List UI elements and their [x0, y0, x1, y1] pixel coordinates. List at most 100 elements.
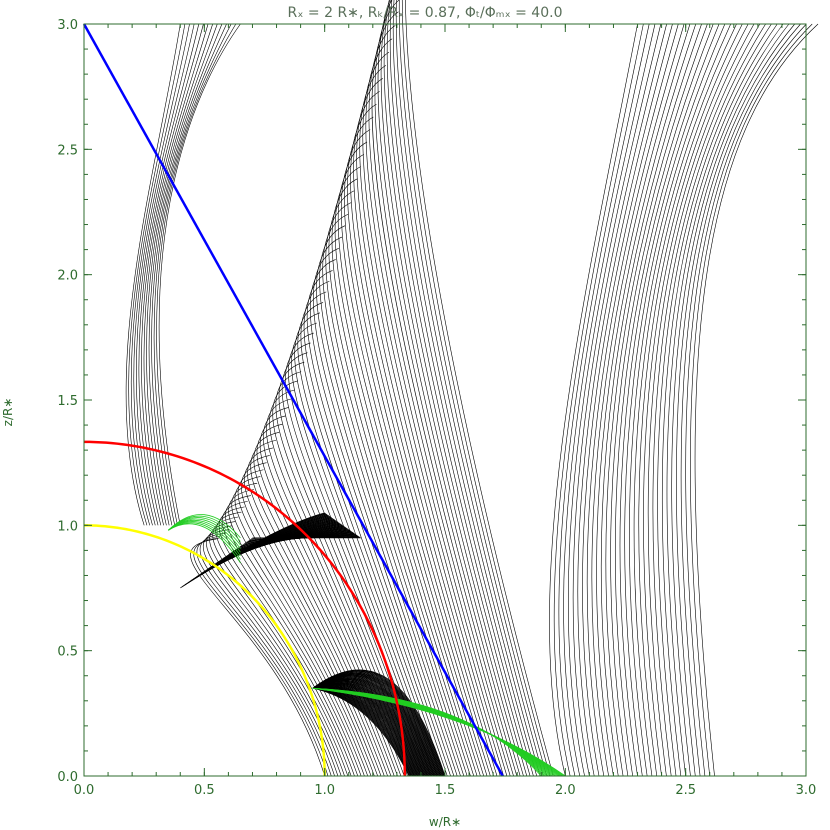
open-field-line	[633, 23, 743, 777]
funnel-line	[312, 685, 424, 777]
field-line	[331, 178, 475, 777]
field-line	[374, 0, 521, 777]
field-line	[297, 302, 438, 777]
polar-field-line	[138, 23, 204, 526]
field-line	[371, 11, 518, 777]
funnel-line	[312, 681, 431, 777]
field-lines	[125, 0, 819, 777]
open-field-line	[615, 23, 720, 777]
open-field-line	[624, 23, 731, 777]
axis-ticks: 0.0 0.5 1.0 1.5 2.0 2.5 3.0 0.0 0.5 1.0 1.5 2.0 2.5 3…	[57, 18, 816, 798]
open-field-line	[652, 23, 766, 777]
funnel-line	[312, 687, 420, 777]
open-field-line	[605, 23, 708, 777]
field-line	[398, 0, 547, 777]
open-field-line	[610, 23, 714, 777]
x-tick-label: 2.5	[675, 783, 696, 798]
polar-field-line	[141, 23, 209, 526]
funnel-line	[312, 680, 432, 777]
funnel-line	[312, 687, 412, 777]
open-field-line	[666, 23, 784, 777]
field-line	[203, 529, 339, 777]
field-line	[334, 166, 478, 777]
funnel-line	[312, 687, 418, 777]
open-field-line	[680, 23, 801, 777]
open-field-line	[582, 23, 679, 777]
field-line	[190, 538, 325, 777]
field-line	[344, 129, 488, 777]
open-field-line	[553, 23, 644, 777]
field-line	[337, 154, 481, 777]
field-line	[209, 521, 345, 777]
dense-field-region	[180, 512, 446, 777]
open-field-line	[638, 23, 749, 777]
open-field-line	[661, 23, 778, 777]
field-line	[281, 352, 422, 777]
polar-field-line	[148, 23, 223, 526]
open-field-line	[586, 23, 685, 777]
field-line	[389, 0, 538, 777]
funnel-line	[312, 679, 433, 777]
polar-field-line	[128, 23, 186, 526]
x-tick-label: 1.5	[435, 783, 456, 798]
funnel-line	[312, 680, 432, 777]
field-line	[316, 236, 458, 777]
y-tick-label: 1.5	[57, 394, 78, 409]
x-tick-label: 2.0	[555, 783, 576, 798]
funnel-line	[312, 686, 421, 777]
open-field-line	[619, 23, 726, 777]
field-line	[380, 0, 528, 777]
field-line	[328, 190, 471, 777]
open-field-line	[671, 23, 790, 777]
y-tick-label: 2.5	[57, 143, 78, 158]
funnel-line	[312, 686, 422, 777]
open-field-line	[568, 23, 662, 777]
x-point-circle-curve	[83, 440, 407, 777]
open-field-line	[690, 23, 813, 777]
field-line	[291, 322, 431, 777]
y-tick-label: 2.0	[57, 269, 78, 284]
x-axis-title: w/R∗	[429, 815, 461, 829]
field-line	[309, 259, 451, 777]
y-tick-label: 1.0	[57, 519, 78, 534]
field-line	[234, 476, 372, 777]
field-line	[350, 104, 494, 777]
funnel-line	[312, 687, 411, 777]
field-line	[300, 291, 441, 777]
open-field-line	[591, 23, 691, 777]
field-line	[284, 342, 425, 777]
open-field-line	[685, 23, 807, 777]
field-line	[392, 0, 541, 777]
field-line	[405, 0, 554, 777]
inclined-line	[82, 23, 504, 777]
field-line	[303, 280, 445, 777]
field-line	[368, 25, 514, 777]
open-field-line	[563, 23, 656, 777]
funnel-line	[312, 681, 431, 777]
field-line	[340, 141, 485, 777]
field-line	[383, 0, 531, 777]
open-field-line	[600, 23, 702, 777]
y-tick-label: 3.0	[57, 18, 78, 33]
field-line	[395, 0, 544, 777]
funnel-line	[312, 684, 425, 777]
funnel-line	[312, 687, 412, 777]
y-axis-title: z/R∗	[1, 398, 15, 427]
funnel-line	[312, 685, 423, 777]
polar-field-line	[158, 23, 241, 526]
funnel-line	[312, 687, 413, 777]
polar-field-line	[153, 23, 232, 526]
disk-field-line	[312, 687, 566, 777]
field-line	[319, 225, 461, 777]
open-field-line	[596, 23, 697, 777]
disk-field-lines	[167, 514, 566, 777]
polar-field-line	[146, 23, 218, 526]
polar-field-line	[135, 23, 200, 526]
field-line	[306, 270, 448, 777]
field-line	[196, 535, 332, 777]
field-line	[199, 532, 335, 777]
funnel-line	[312, 686, 423, 777]
y-tick-label: 0.0	[57, 770, 78, 785]
open-field-line	[647, 23, 761, 777]
